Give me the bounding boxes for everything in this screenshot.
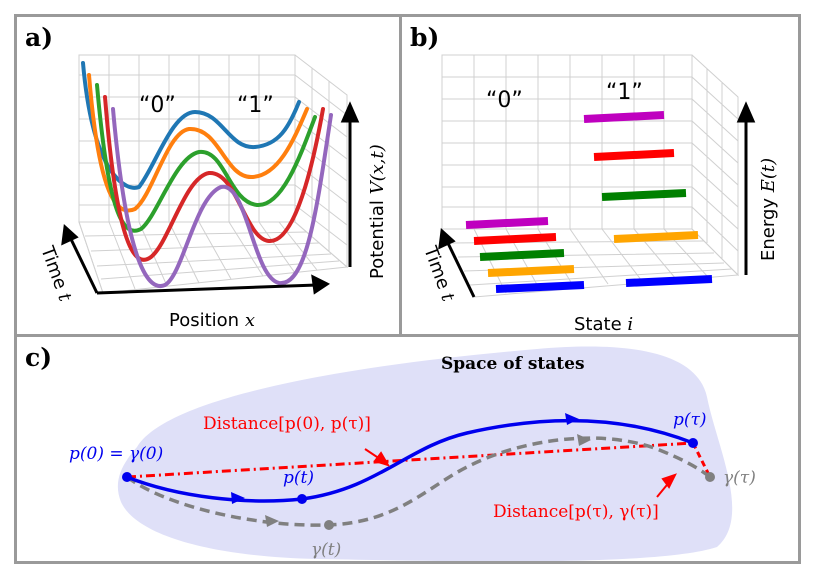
panel-a-figure: “0” “1” Position x Potential V(x,t) Time…: [36, 54, 388, 331]
potential-curves: [81, 61, 333, 288]
position-axis-label: Position x: [169, 310, 255, 331]
level-1-t1: [625, 275, 713, 287]
distance-2-label: Distance[p(τ), γ(τ)]: [493, 502, 659, 522]
level-0-t4: [473, 233, 557, 245]
state-0-label: “0”: [486, 88, 523, 113]
potential-curve-t4: [103, 95, 325, 262]
panel-c-figure: Space of states p(0) = γ(0) p(t) p(τ) γ(…: [69, 346, 756, 561]
potential-axis-label: Potential V(x,t): [367, 144, 388, 279]
energy-axis-label: Energy E(t): [758, 158, 779, 261]
panel-c: c) Space of states p(0) = γ(0) p(t) p(τ): [14, 334, 801, 564]
gamma-arrow-1: [265, 515, 279, 527]
level-0-t2: [487, 265, 575, 277]
panel-b-label: b): [410, 23, 440, 52]
gamma-arrow-2: [577, 434, 591, 446]
axis-arrows: [61, 101, 360, 295]
p-path: [126, 418, 694, 503]
point-pt: [297, 494, 307, 504]
state-1-label: “1”: [606, 80, 643, 105]
gamma-path: [125, 436, 712, 527]
state-space-region: [117, 346, 733, 561]
gammat-label: γ(t): [311, 540, 341, 560]
level-0-t5: [465, 217, 549, 229]
point-ptau: [688, 438, 698, 448]
axis-arrows: [438, 101, 756, 298]
panel-b: b) “0” “1”: [399, 14, 801, 337]
state-1-label: “1”: [237, 93, 274, 118]
point-gammatau: [705, 472, 715, 482]
gammatau-label: γ(τ): [723, 468, 756, 488]
p-arrow-2: [565, 413, 579, 425]
p-arrow-1: [231, 492, 245, 504]
state-0-label: “0”: [139, 93, 176, 118]
level-0-t3: [479, 249, 565, 261]
level-1-t2: [613, 231, 699, 243]
energy-levels: [465, 111, 713, 293]
p0-label: p(0) = γ(0): [69, 444, 163, 464]
space-title: Space of states: [441, 354, 585, 374]
level-0-t1: [495, 281, 585, 293]
level-1-t3: [601, 189, 687, 201]
panel-a-label: a): [25, 23, 54, 52]
panel-c-label: c): [25, 343, 53, 372]
level-1-t4: [593, 149, 675, 161]
level-1-t5: [583, 111, 665, 123]
potential-curve-t5: [111, 107, 333, 288]
state-axis-label: State i: [574, 314, 633, 334]
ptau-label: p(τ): [673, 410, 707, 430]
distance-1-label: Distance[p(0), p(τ)]: [203, 414, 371, 434]
point-gammat: [324, 520, 334, 530]
distance-pointers: [364, 448, 677, 498]
panel-a: a) “0” “1”: [14, 14, 402, 337]
pt-label: p(t): [283, 468, 314, 488]
panel-b-grid: [441, 54, 740, 298]
point-p0: [122, 472, 132, 482]
panel-b-figure: “0” “1” State i Energy E(t) Time t: [419, 54, 779, 334]
distance-line-2: [691, 442, 712, 478]
time-axis-label: Time t: [36, 243, 76, 305]
